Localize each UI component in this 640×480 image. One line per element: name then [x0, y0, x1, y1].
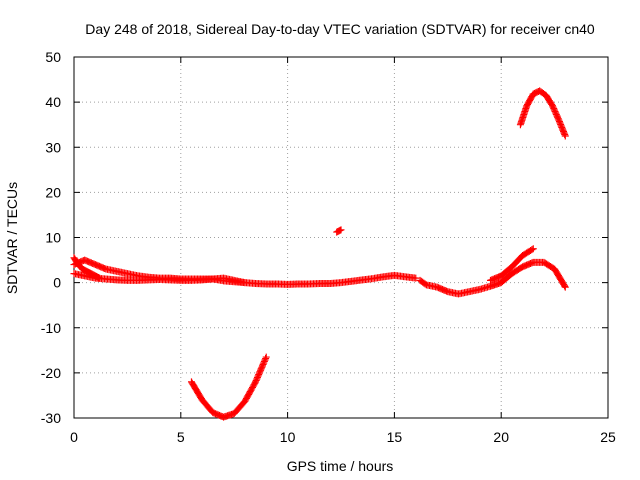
data-point-track-main	[412, 274, 420, 282]
data-point-track-late	[561, 283, 569, 291]
data-point-track-late	[561, 282, 569, 290]
y-tick-label: 50	[45, 49, 61, 65]
y-axis-label: SDTVAR / TECUs	[4, 182, 20, 294]
y-tick-label: 20	[45, 184, 61, 200]
chart-title: Day 248 of 2018, Sidereal Day-to-day VTE…	[85, 21, 595, 37]
x-tick-label: 20	[493, 429, 509, 445]
data-point-track-lower	[241, 279, 249, 287]
x-tick-label: 10	[280, 429, 296, 445]
y-tick-label: 10	[45, 230, 61, 246]
x-tick-label: 15	[387, 429, 403, 445]
data-point-track-early	[96, 274, 104, 282]
y-tick-label: 30	[45, 139, 61, 155]
y-tick-label: 40	[45, 94, 61, 110]
x-axis-label: GPS time / hours	[287, 458, 394, 474]
y-tick-label: -20	[41, 365, 61, 381]
x-tick-label: 0	[70, 429, 78, 445]
data-point-arc-low	[262, 353, 270, 361]
y-tick-label: 0	[53, 275, 61, 291]
axis-ticks: 0 5 10 15 20 25 -30 -20 -10 0 10 20 30 40 50	[41, 49, 616, 445]
x-tick-label: 5	[177, 429, 185, 445]
data-point-isolated	[337, 226, 345, 234]
y-tick-label: -30	[41, 410, 61, 426]
data-point-track-late-upper	[529, 245, 537, 253]
data-point-arc-low	[262, 355, 270, 363]
x-tick-label: 25	[600, 429, 616, 445]
data-points	[70, 87, 569, 421]
y-tick-label: -10	[41, 320, 61, 336]
data-point-track-late-upper	[528, 246, 536, 254]
data-point-arc-high	[561, 132, 569, 140]
